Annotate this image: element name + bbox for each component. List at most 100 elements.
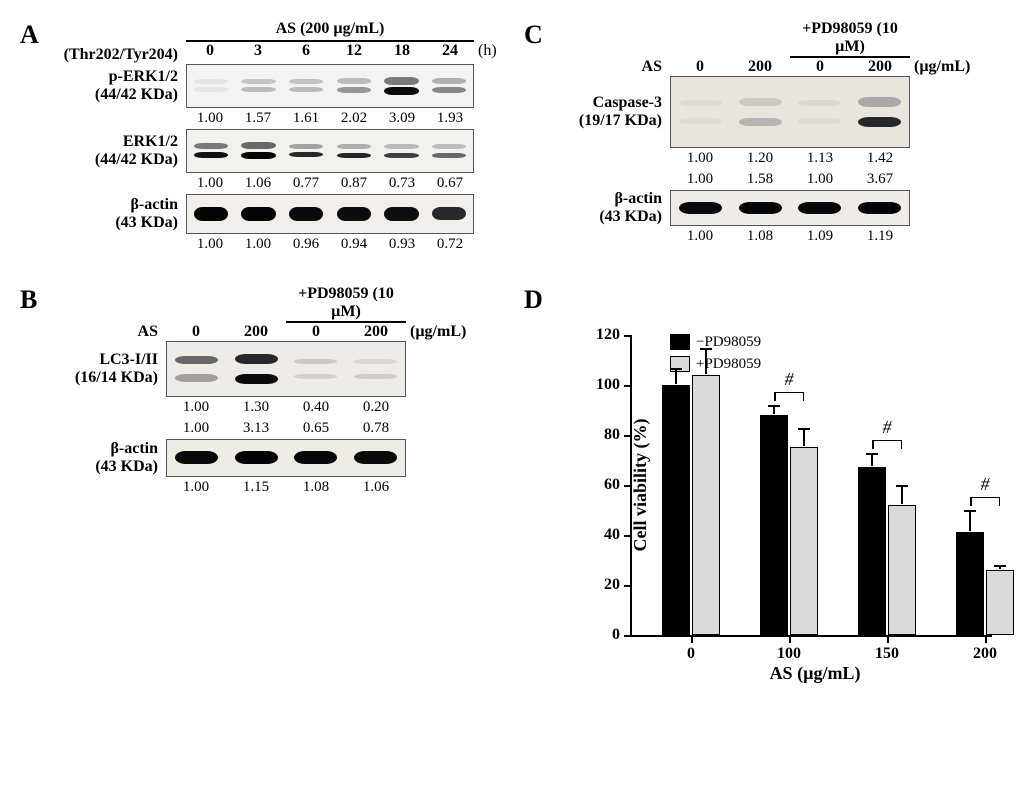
x-tick-label: 150 — [875, 645, 899, 663]
lane-header: 6 — [282, 42, 330, 64]
significance-mark: # — [785, 369, 794, 390]
phospho-site-label: (Thr202/Tyr204) — [56, 42, 186, 64]
significance-mark: # — [883, 417, 892, 438]
y-tick-label: 80 — [582, 426, 620, 444]
significance-mark: # — [981, 474, 990, 495]
quant-value: 0.87 — [330, 173, 378, 194]
quant-value: 1.93 — [426, 108, 474, 129]
lane-header: 12 — [330, 42, 378, 64]
as-label: AS — [56, 323, 166, 341]
bar — [662, 385, 690, 635]
chart-plot: Cell viability (%)0204060801001200100150… — [630, 335, 992, 637]
blot-strip — [670, 190, 910, 226]
quant-value: 1.57 — [234, 108, 282, 129]
bar — [956, 532, 984, 635]
quant-value: 0.20 — [346, 397, 406, 418]
y-tick-label: 60 — [582, 476, 620, 494]
quant-value: 0.94 — [330, 234, 378, 255]
bar — [986, 570, 1014, 635]
y-tick-label: 0 — [582, 626, 620, 644]
conc-unit-label: (µg/mL) — [910, 58, 970, 76]
lane-header: 0 — [286, 323, 346, 341]
inhibitor-label: +PD98059 (10 µM) — [286, 285, 406, 321]
lane-header: 3 — [234, 42, 282, 64]
quant-value: 1.06 — [346, 477, 406, 498]
x-tick-label: 0 — [687, 645, 695, 663]
lane-header: 0 — [670, 58, 730, 76]
quant-value: 1.00 — [166, 418, 226, 439]
quant-value: 3.67 — [850, 169, 910, 190]
quant-value: 1.00 — [670, 169, 730, 190]
lane-header: 18 — [378, 42, 426, 64]
lane-header: 200 — [226, 323, 286, 341]
quant-value: 1.00 — [234, 234, 282, 255]
blot-strip — [186, 194, 474, 234]
quant-value: 1.09 — [790, 226, 850, 247]
inhibitor-label: +PD98059 (10 µM) — [790, 20, 910, 56]
blot-strip — [166, 341, 406, 397]
figure: A AS (200 µg/mL)(Thr202/Tyr204)036121824… — [20, 20, 1000, 684]
x-axis-label: AS (µg/mL) — [630, 663, 1000, 684]
y-axis-label: Cell viability (%) — [630, 418, 651, 551]
blot-strip — [186, 129, 474, 173]
bar — [790, 447, 818, 635]
quant-value: 0.77 — [282, 173, 330, 194]
blot-strip — [166, 439, 406, 477]
lane-header: 200 — [346, 323, 406, 341]
blot-row-label: LC3-I/II(16/14 KDa) — [56, 351, 166, 386]
blot-row-label: p-ERK1/2(44/42 KDa) — [56, 68, 186, 103]
bar — [858, 467, 886, 635]
x-tick-label: 100 — [777, 645, 801, 663]
conc-unit-label: (µg/mL) — [406, 323, 466, 341]
quant-value: 0.72 — [426, 234, 474, 255]
panel-letter: C — [524, 20, 543, 50]
quant-value: 1.00 — [166, 397, 226, 418]
panel-d: D −PD98059+PD98059Cell viability (%)0204… — [524, 285, 1000, 684]
blot-row-label: β-actin(43 KDa) — [56, 440, 166, 475]
panel-a-blots: AS (200 µg/mL)(Thr202/Tyr204)036121824(h… — [56, 20, 504, 255]
treatment-label: AS (200 µg/mL) — [186, 20, 474, 40]
quant-value: 1.20 — [730, 148, 790, 169]
quant-value: 2.02 — [330, 108, 378, 129]
blot-row-label: β-actin(43 KDa) — [56, 196, 186, 231]
lane-header: 24 — [426, 42, 474, 64]
quant-value: 1.19 — [850, 226, 910, 247]
panel-c-blots: +PD98059 (10 µM)AS02000200(µg/mL)Caspase… — [560, 20, 1000, 247]
y-tick-label: 40 — [582, 526, 620, 544]
blot-strip — [186, 64, 474, 108]
quant-value: 1.42 — [850, 148, 910, 169]
lane-header: 0 — [790, 58, 850, 76]
bar — [692, 375, 720, 635]
panel-b: B +PD98059 (10 µM)AS02000200(µg/mL)LC3-I… — [20, 285, 504, 684]
lane-header: 0 — [186, 42, 234, 64]
blot-row-label: ERK1/2(44/42 KDa) — [56, 133, 186, 168]
quant-value: 1.00 — [186, 234, 234, 255]
panel-b-blots: +PD98059 (10 µM)AS02000200(µg/mL)LC3-I/I… — [56, 285, 504, 498]
quant-value: 0.78 — [346, 418, 406, 439]
x-tick-label: 200 — [973, 645, 997, 663]
lane-header: 200 — [850, 58, 910, 76]
quant-value: 0.73 — [378, 173, 426, 194]
quant-value: 1.58 — [730, 169, 790, 190]
quant-value: 0.67 — [426, 173, 474, 194]
blot-strip — [670, 76, 910, 148]
quant-value: 1.00 — [166, 477, 226, 498]
quant-value: 0.96 — [282, 234, 330, 255]
quant-value: 1.13 — [790, 148, 850, 169]
y-tick-label: 120 — [582, 326, 620, 344]
time-unit-label: (h) — [474, 42, 504, 64]
blot-row-label: β-actin(43 KDa) — [560, 190, 670, 225]
quant-value: 1.06 — [234, 173, 282, 194]
quant-value: 1.00 — [670, 226, 730, 247]
y-tick-label: 20 — [582, 576, 620, 594]
panel-c: C +PD98059 (10 µM)AS02000200(µg/mL)Caspa… — [524, 20, 1000, 255]
quant-value: 0.65 — [286, 418, 346, 439]
quant-value: 0.40 — [286, 397, 346, 418]
panel-letter: B — [20, 285, 37, 315]
lane-header: 0 — [166, 323, 226, 341]
panel-letter: D — [524, 285, 543, 315]
quant-value: 1.61 — [282, 108, 330, 129]
quant-value: 3.13 — [226, 418, 286, 439]
panel-a: A AS (200 µg/mL)(Thr202/Tyr204)036121824… — [20, 20, 504, 255]
quant-value: 1.00 — [670, 148, 730, 169]
